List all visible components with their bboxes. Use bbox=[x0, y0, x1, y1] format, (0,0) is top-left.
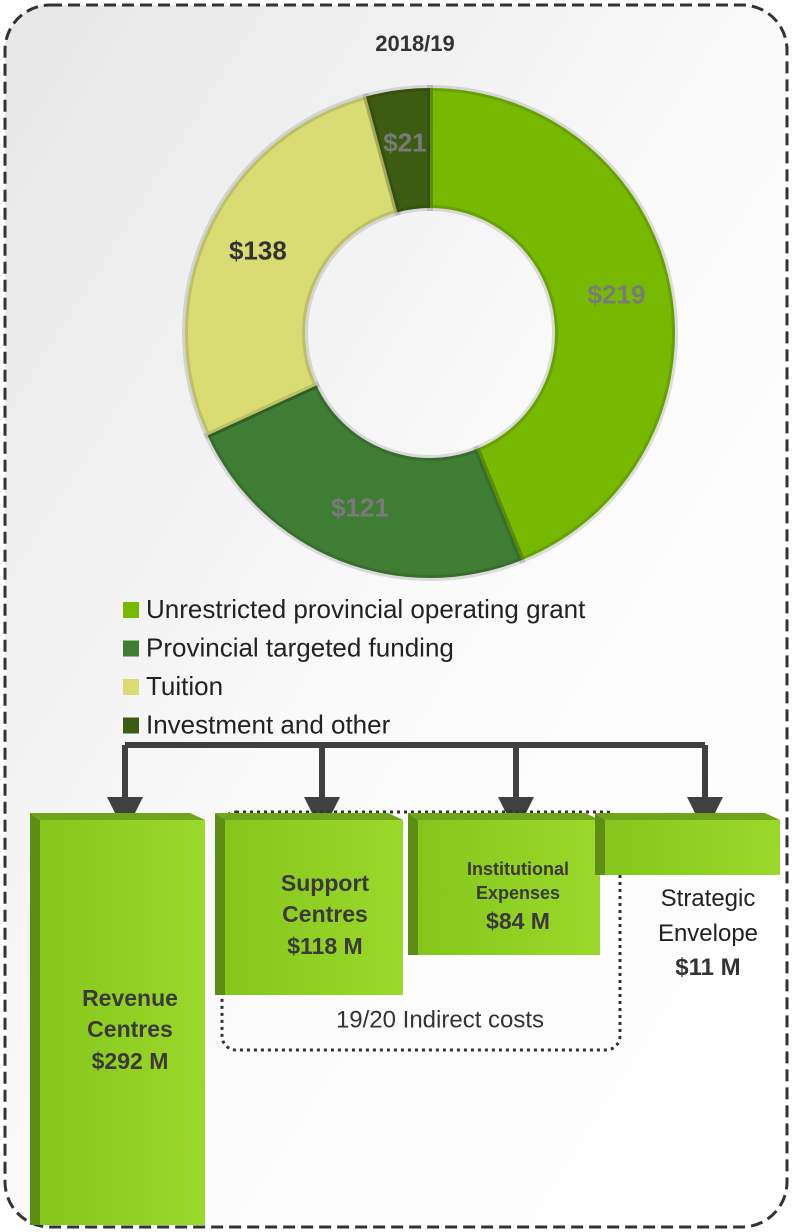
revenue-box: Revenue Centres $292 M bbox=[40, 960, 220, 1100]
allocation-amount: $84 M bbox=[486, 907, 550, 934]
legend: Unrestricted provincial operating grant P… bbox=[123, 594, 586, 739]
block-side bbox=[215, 813, 225, 995]
block-top bbox=[595, 813, 780, 820]
group-label: 19/20 Indirect costs bbox=[336, 1006, 544, 1033]
block-top bbox=[215, 813, 403, 820]
allocation-name: Revenue Centres bbox=[82, 985, 178, 1043]
legend-swatch bbox=[123, 679, 139, 695]
data-label: $138 bbox=[229, 235, 287, 265]
institutional-box: Institutional Expenses $84 M bbox=[418, 842, 618, 952]
block bbox=[418, 820, 600, 955]
block bbox=[605, 820, 780, 875]
legend-swatch bbox=[123, 717, 139, 734]
block-side bbox=[30, 813, 40, 1225]
allocation-amount: $118 M bbox=[287, 932, 363, 959]
legend-swatch bbox=[123, 640, 139, 657]
slice bbox=[203, 381, 526, 581]
block-side bbox=[408, 813, 418, 955]
support-box: Support Centres $118 M bbox=[225, 850, 425, 980]
allocation-amount: $11 M bbox=[675, 953, 741, 981]
donut: $219 $121 $138 $21 bbox=[182, 84, 678, 581]
chart-title: 2018/19 bbox=[375, 31, 455, 56]
allocation-name: Support Centres bbox=[280, 870, 370, 928]
allocation-amount: $292 M bbox=[91, 1047, 169, 1074]
connectors bbox=[107, 742, 723, 833]
blocks bbox=[30, 813, 780, 1225]
allocation-name: Institutional Expenses bbox=[467, 859, 569, 904]
legend-label: Tuition bbox=[146, 671, 223, 701]
block-side bbox=[595, 813, 605, 875]
data-label: $21 bbox=[383, 128, 426, 158]
block bbox=[40, 820, 205, 1225]
slice bbox=[182, 92, 402, 440]
block-top bbox=[408, 813, 600, 820]
block bbox=[225, 820, 403, 995]
slice bbox=[362, 84, 433, 217]
strategic-box: Strategic Envelope $11 M bbox=[618, 878, 792, 988]
data-label: $121 bbox=[331, 492, 389, 522]
slice bbox=[427, 84, 678, 565]
legend-label: Unrestricted provincial operating grant bbox=[146, 594, 586, 624]
allocation-name: Strategic Envelope bbox=[657, 885, 759, 947]
block-top bbox=[30, 813, 205, 820]
legend-label: Provincial targeted funding bbox=[146, 632, 454, 662]
legend-label: Investment and other bbox=[146, 709, 391, 739]
legend-swatch bbox=[123, 602, 139, 618]
data-label: $219 bbox=[588, 280, 646, 310]
